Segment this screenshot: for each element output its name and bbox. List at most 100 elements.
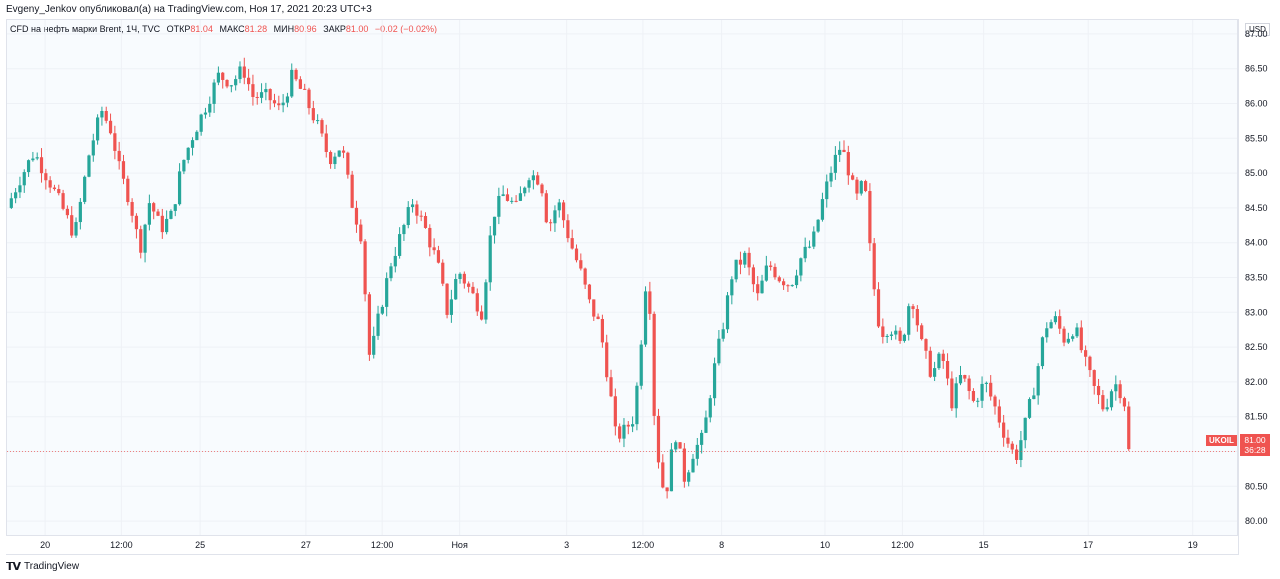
candle-body [104,110,108,121]
candle-body [117,150,121,162]
candle-body [234,79,238,86]
candle-body [561,202,566,221]
candle-body [324,133,328,152]
candle-body [717,338,721,364]
candle-body [920,325,924,340]
candle-body [130,202,134,216]
currency-button[interactable]: USD [1245,23,1270,36]
candle-body [208,103,212,113]
candle-body [311,108,315,121]
candle-body [229,85,233,87]
candle-body [367,294,372,355]
candle-body [389,266,393,279]
legend-change-value: −0.02 (−0.02%) [374,24,437,34]
candle-body [652,313,656,416]
candle-body [337,150,341,157]
candle-body [536,175,540,185]
candle-body [756,284,760,294]
candle-body [1101,395,1105,410]
candle-body [294,69,298,80]
candle-body [915,309,919,326]
candle-body [1075,327,1079,337]
candle-body [1079,327,1083,351]
candle-body [251,84,255,97]
candle-body [518,193,523,201]
candle-body [984,382,988,384]
candle-body [48,180,52,188]
candle-body [514,200,518,202]
candle-body [445,283,449,315]
candle-body [665,487,669,492]
candle-body [65,208,70,216]
candle-body [393,255,397,267]
candle-body [799,258,803,276]
candle-body [812,231,816,247]
candle-body [950,378,954,409]
candle-body [61,193,65,209]
candle-body [751,267,756,285]
candle-body [881,326,885,337]
candle-body [738,259,743,265]
price-tick-label: 84.50 [1245,203,1268,213]
candle-body [1127,406,1131,450]
candle-body [898,330,902,341]
candle-body [997,406,1001,423]
candle-body [74,222,78,236]
candle-body [35,157,39,159]
candle-body [247,77,251,85]
candle-body [441,262,445,284]
candle-body [398,234,402,256]
candle-body [87,155,91,177]
candle-body [350,174,354,208]
candle-body [825,181,829,200]
candle-body [1088,356,1092,371]
candle-body [57,189,61,194]
candle-body [782,281,786,286]
candle-body [26,160,31,173]
candle-body [83,176,87,202]
candle-body [346,152,350,175]
candle-body [1122,398,1127,407]
bar-countdown: 36:28 [1244,445,1266,455]
candle-body [410,204,415,208]
candle-body [993,396,997,407]
candle-body [967,378,971,392]
candle-body [70,215,74,236]
candle-body [1019,440,1023,460]
candle-body [1109,391,1114,408]
candle-body [937,353,941,369]
candle-body [298,79,302,89]
candle-body [488,235,492,283]
candle-body [341,150,346,153]
candle-body [428,227,432,248]
candle-body [613,396,617,427]
last-price-tag: 81.00 36:28 [1240,434,1270,456]
candle-body [363,241,367,295]
candle-body [687,472,691,482]
legend-high-label: МАКС [219,24,245,34]
time-tick-label: 19 [1188,540,1198,550]
candle-body [725,295,730,330]
time-tick-label: 12:00 [110,540,133,550]
time-tick-label: 27 [301,540,311,550]
price-tick-label: 82.50 [1245,342,1268,352]
candle-body [78,201,82,223]
candle-body [954,383,958,409]
footer-branding[interactable]: 𝗧𝗩 TradingView [6,560,79,573]
candle-body [807,246,812,248]
candle-body [894,330,898,335]
candle-body [199,114,203,132]
candle-body [863,181,868,192]
price-axis[interactable] [1238,19,1239,555]
time-tick-label: 3 [564,540,569,550]
candle-body [134,215,139,230]
candle-body [328,151,333,165]
candle-body [333,156,337,165]
time-tick-label: 8 [719,540,724,550]
candle-body [868,191,872,244]
candle-body [510,200,514,202]
candle-body [139,229,143,253]
candle-body [281,102,285,106]
candle-body [704,417,708,433]
candle-body [747,252,751,268]
